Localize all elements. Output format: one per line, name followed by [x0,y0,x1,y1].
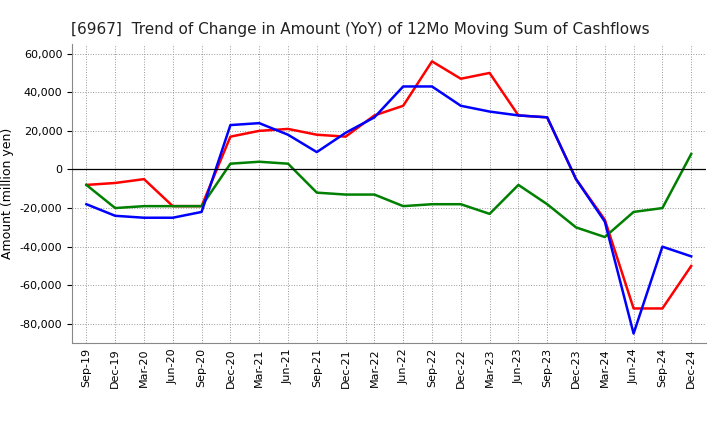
Free Cashflow [485,109,494,114]
Operating Cashflow [168,204,177,209]
Free Cashflow [687,254,696,259]
Free Cashflow [197,209,206,215]
Free Cashflow [629,331,638,336]
Line: Free Cashflow: Free Cashflow [86,87,691,334]
Investing Cashflow [543,202,552,207]
Operating Cashflow [485,70,494,76]
Investing Cashflow [82,182,91,187]
Free Cashflow [341,130,350,136]
Free Cashflow [428,84,436,89]
Free Cashflow [111,213,120,218]
Investing Cashflow [687,151,696,157]
Free Cashflow [82,202,91,207]
Investing Cashflow [658,205,667,211]
Free Cashflow [514,113,523,118]
Investing Cashflow [140,204,148,209]
Free Cashflow [312,150,321,155]
Operating Cashflow [399,103,408,108]
Operating Cashflow [341,134,350,139]
Text: [6967]  Trend of Change in Amount (YoY) of 12Mo Moving Sum of Cashflows: [6967] Trend of Change in Amount (YoY) o… [71,22,649,37]
Y-axis label: Amount (million yen): Amount (million yen) [1,128,14,259]
Investing Cashflow [255,159,264,165]
Investing Cashflow [514,182,523,187]
Operating Cashflow [543,115,552,120]
Free Cashflow [284,132,292,137]
Operating Cashflow [629,306,638,311]
Line: Operating Cashflow: Operating Cashflow [86,61,691,308]
Investing Cashflow [572,225,580,230]
Free Cashflow [226,122,235,128]
Operating Cashflow [197,204,206,209]
Operating Cashflow [140,176,148,182]
Investing Cashflow [428,202,436,207]
Investing Cashflow [600,235,609,240]
Operating Cashflow [370,113,379,118]
Investing Cashflow [312,190,321,195]
Operating Cashflow [514,113,523,118]
Operating Cashflow [600,217,609,222]
Investing Cashflow [399,204,408,209]
Free Cashflow [456,103,465,108]
Investing Cashflow [168,204,177,209]
Free Cashflow [255,121,264,126]
Investing Cashflow [111,205,120,211]
Operating Cashflow [255,128,264,133]
Investing Cashflow [370,192,379,197]
Operating Cashflow [111,180,120,186]
Investing Cashflow [456,202,465,207]
Operating Cashflow [284,126,292,132]
Free Cashflow [370,115,379,120]
Operating Cashflow [226,134,235,139]
Free Cashflow [543,115,552,120]
Investing Cashflow [197,204,206,209]
Free Cashflow [572,176,580,182]
Operating Cashflow [658,306,667,311]
Line: Investing Cashflow: Investing Cashflow [86,154,691,237]
Operating Cashflow [428,59,436,64]
Investing Cashflow [341,192,350,197]
Free Cashflow [658,244,667,249]
Free Cashflow [600,219,609,224]
Free Cashflow [399,84,408,89]
Operating Cashflow [456,76,465,81]
Investing Cashflow [226,161,235,166]
Investing Cashflow [284,161,292,166]
Investing Cashflow [485,211,494,216]
Free Cashflow [168,215,177,220]
Operating Cashflow [312,132,321,137]
Investing Cashflow [629,209,638,215]
Operating Cashflow [572,176,580,182]
Free Cashflow [140,215,148,220]
Operating Cashflow [687,264,696,269]
Operating Cashflow [82,182,91,187]
